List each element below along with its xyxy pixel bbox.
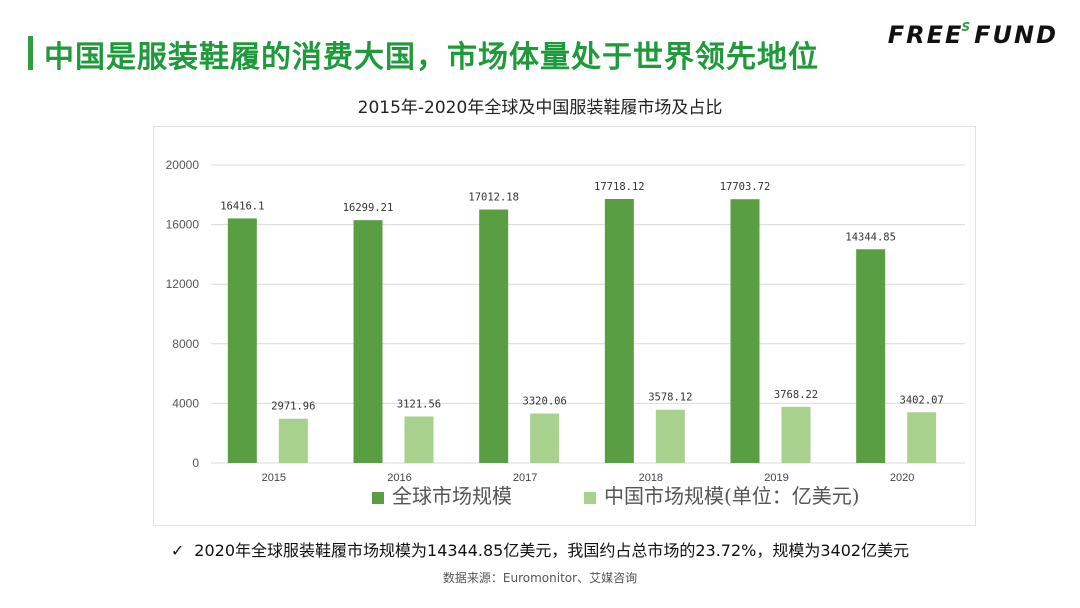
x-tick-label: 2015	[262, 472, 286, 484]
data-label: 17012.18	[468, 192, 519, 204]
x-tick-label: 2016	[387, 472, 411, 484]
bar-china	[530, 413, 560, 463]
bar-china	[278, 418, 308, 463]
data-label: 16416.1	[220, 200, 264, 212]
bar-china	[655, 409, 685, 463]
data-label: 3121.56	[397, 398, 441, 410]
x-tick-label: 2018	[639, 472, 663, 484]
bar-global	[353, 220, 383, 463]
legend-label: 全球市场规模	[392, 484, 512, 508]
bar-chart: 0 4000 8000 12000 16000 20000 16416.1 2971.96 20…	[166, 158, 965, 508]
legend-swatch	[372, 492, 384, 504]
y-tick-label: 0	[192, 456, 199, 470]
data-label: 2971.96	[271, 401, 315, 413]
data-label: 3320.06	[523, 396, 567, 408]
bar-global	[479, 209, 509, 463]
chart-area: 0 4000 8000 12000 16000 20000 16416.1 2971.96 20…	[153, 126, 976, 526]
bar-global	[730, 199, 760, 463]
y-tick-label: 12000	[166, 277, 200, 291]
data-label: 16299.21	[343, 202, 394, 214]
data-label: 14344.85	[845, 231, 896, 243]
y-tick-label: 20000	[166, 158, 200, 172]
x-tick-label: 2019	[764, 472, 788, 484]
logo-sup: S	[961, 20, 973, 34]
bar-china	[404, 416, 434, 463]
data-source: 数据来源：Euromonitor、艾媒咨询	[442, 571, 638, 585]
bar-global	[604, 199, 634, 464]
data-label: 3768.22	[774, 389, 818, 401]
data-label: 3578.12	[648, 392, 692, 404]
logo-text-free: FREE	[887, 21, 964, 49]
page-title: 中国是服装鞋履的消费大国，市场体量处于世界领先地位	[44, 40, 819, 75]
summary-note: ✓ 2020年全球服装鞋履市场规模为14344.85亿美元，我国约占总市场的23.…	[0, 537, 1080, 561]
legend-label: 中国市场规模(单位：亿美元)	[604, 484, 860, 508]
bar-global	[227, 218, 257, 463]
title-accent-bar	[28, 36, 33, 70]
x-tick-label: 2020	[890, 472, 914, 484]
summary-text: 2020年全球服装鞋履市场规模为14344.85亿美元，我国约占总市场的23.7…	[194, 541, 910, 560]
logo-text-fund: FUND	[974, 21, 1058, 49]
chart-title: 2015年-2020年全球及中国服装鞋履市场及占比	[357, 98, 723, 118]
data-label: 3402.07	[900, 394, 944, 406]
data-label: 17718.12	[594, 181, 645, 193]
data-label: 17703.72	[720, 181, 771, 193]
brand-logo: FREESFUND	[888, 20, 1058, 49]
y-tick-label: 16000	[166, 218, 200, 232]
check-icon: ✓	[170, 541, 185, 560]
x-tick-label: 2017	[513, 472, 537, 484]
y-tick-label: 8000	[172, 337, 199, 351]
bar-china	[781, 406, 811, 463]
y-tick-label: 4000	[172, 396, 199, 410]
bar-china	[907, 412, 937, 463]
bar-global	[856, 249, 886, 463]
legend-swatch	[584, 492, 596, 504]
